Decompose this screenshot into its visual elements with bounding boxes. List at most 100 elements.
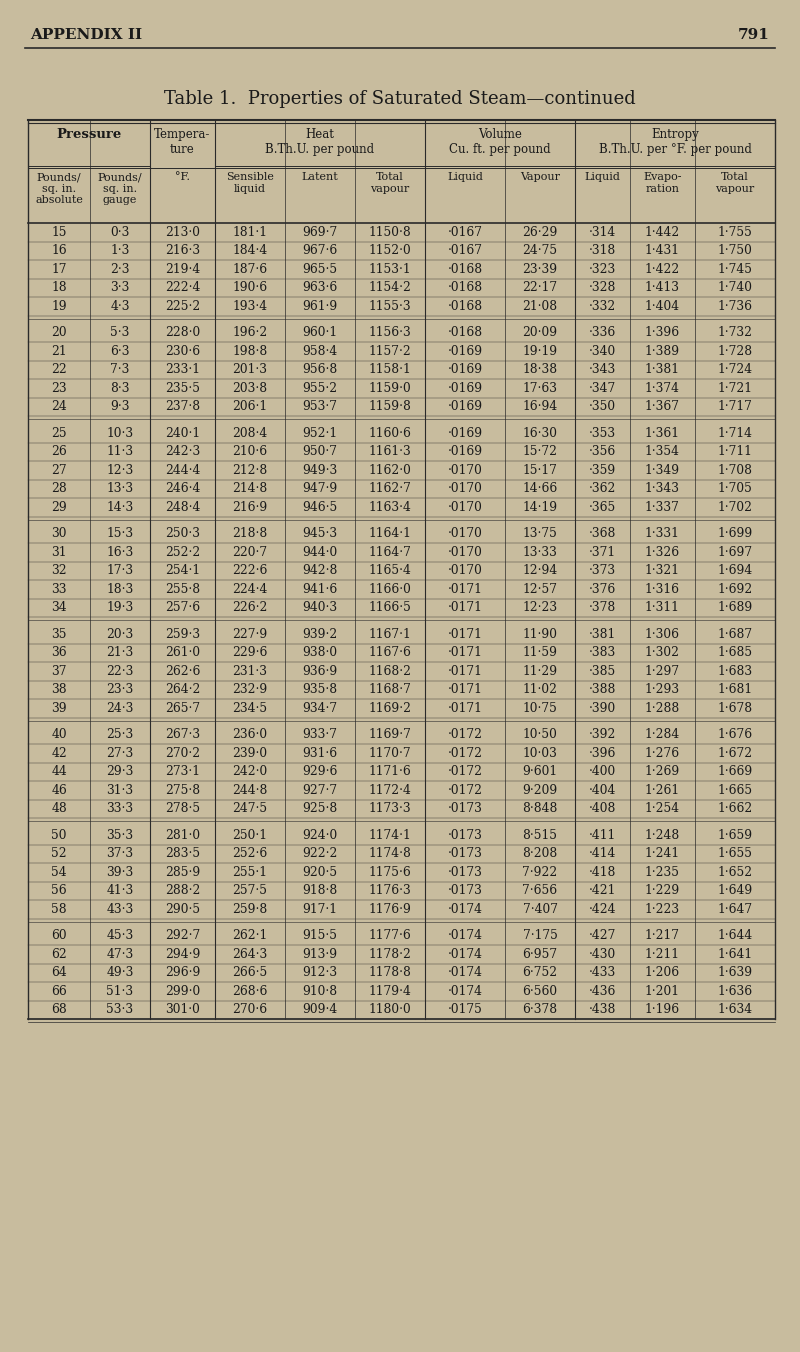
Text: 52: 52 xyxy=(51,848,67,860)
Text: ·411: ·411 xyxy=(589,829,616,842)
Text: 43·3: 43·3 xyxy=(106,903,134,915)
Text: 20·09: 20·09 xyxy=(522,326,558,339)
Text: 1172·4: 1172·4 xyxy=(369,784,411,796)
Text: 946·5: 946·5 xyxy=(302,500,338,514)
Text: ·318: ·318 xyxy=(589,245,616,257)
Text: 13·3: 13·3 xyxy=(106,483,134,495)
Text: Sensible
liquid: Sensible liquid xyxy=(226,172,274,193)
Text: 1·223: 1·223 xyxy=(645,903,680,915)
Text: 10·75: 10·75 xyxy=(522,702,558,715)
Text: 7·175: 7·175 xyxy=(522,929,558,942)
Text: ·0170: ·0170 xyxy=(447,483,482,495)
Text: Volume
Cu. ft. per pound: Volume Cu. ft. per pound xyxy=(449,128,551,155)
Text: 239·0: 239·0 xyxy=(233,746,267,760)
Text: ·0175: ·0175 xyxy=(447,1003,482,1017)
Text: 1162·0: 1162·0 xyxy=(369,464,411,477)
Text: 1162·7: 1162·7 xyxy=(369,483,411,495)
Text: 196·2: 196·2 xyxy=(232,326,268,339)
Text: 234·5: 234·5 xyxy=(233,702,267,715)
Text: 240·1: 240·1 xyxy=(165,427,200,439)
Text: 19·3: 19·3 xyxy=(106,602,134,614)
Text: Liquid: Liquid xyxy=(585,172,621,183)
Text: 252·2: 252·2 xyxy=(165,546,200,558)
Text: 1160·6: 1160·6 xyxy=(369,427,411,439)
Text: 949·3: 949·3 xyxy=(302,464,338,477)
Text: 1·269: 1·269 xyxy=(645,765,680,779)
Text: ·0169: ·0169 xyxy=(447,400,482,414)
Text: 12·57: 12·57 xyxy=(522,583,558,596)
Text: 12·94: 12·94 xyxy=(522,564,558,577)
Text: 1152·0: 1152·0 xyxy=(369,245,411,257)
Text: 14·3: 14·3 xyxy=(106,500,134,514)
Text: 1·354: 1·354 xyxy=(645,445,680,458)
Text: 248·4: 248·4 xyxy=(165,500,200,514)
Text: Pounds/
sq. in.
absolute: Pounds/ sq. in. absolute xyxy=(35,172,83,206)
Text: 21·08: 21·08 xyxy=(522,300,558,312)
Text: 275·8: 275·8 xyxy=(165,784,200,796)
Text: ·414: ·414 xyxy=(589,848,616,860)
Text: 18·3: 18·3 xyxy=(106,583,134,596)
Text: 213·0: 213·0 xyxy=(165,226,200,239)
Text: ·0174: ·0174 xyxy=(447,903,482,915)
Text: 1178·2: 1178·2 xyxy=(369,948,411,961)
Text: ·433: ·433 xyxy=(589,967,616,979)
Text: ·0169: ·0169 xyxy=(447,364,482,376)
Text: 301·0: 301·0 xyxy=(165,1003,200,1017)
Text: ·430: ·430 xyxy=(589,948,616,961)
Text: 1177·6: 1177·6 xyxy=(369,929,411,942)
Text: 9·3: 9·3 xyxy=(110,400,130,414)
Text: 1·276: 1·276 xyxy=(645,746,680,760)
Text: 51·3: 51·3 xyxy=(106,984,134,998)
Text: 285·9: 285·9 xyxy=(165,865,200,879)
Text: 1166·5: 1166·5 xyxy=(369,602,411,614)
Text: 1·672: 1·672 xyxy=(718,746,753,760)
Text: 8·515: 8·515 xyxy=(522,829,558,842)
Text: 208·4: 208·4 xyxy=(232,427,268,439)
Text: 198·8: 198·8 xyxy=(232,345,268,358)
Text: ·0174: ·0174 xyxy=(447,948,482,961)
Text: 27: 27 xyxy=(51,464,67,477)
Text: 1·659: 1·659 xyxy=(718,829,753,842)
Text: ·0171: ·0171 xyxy=(447,665,482,677)
Text: 1·248: 1·248 xyxy=(645,829,680,842)
Text: ·0174: ·0174 xyxy=(447,929,482,942)
Text: 1·229: 1·229 xyxy=(645,884,680,898)
Text: 203·8: 203·8 xyxy=(233,381,267,395)
Text: ·400: ·400 xyxy=(589,765,616,779)
Text: 1174·1: 1174·1 xyxy=(369,829,411,842)
Text: 246·4: 246·4 xyxy=(165,483,200,495)
Text: 232·9: 232·9 xyxy=(232,683,268,696)
Text: 1·694: 1·694 xyxy=(718,564,753,577)
Text: 18·38: 18·38 xyxy=(522,364,558,376)
Text: ·0167: ·0167 xyxy=(447,245,482,257)
Text: 1·665: 1·665 xyxy=(718,784,753,796)
Text: 42: 42 xyxy=(51,746,67,760)
Text: 35: 35 xyxy=(51,627,66,641)
Text: 6·957: 6·957 xyxy=(522,948,558,961)
Text: 40: 40 xyxy=(51,729,67,741)
Text: 1·681: 1·681 xyxy=(718,683,753,696)
Text: 1·381: 1·381 xyxy=(645,364,680,376)
Text: 1169·7: 1169·7 xyxy=(369,729,411,741)
Text: ·392: ·392 xyxy=(589,729,616,741)
Text: Heat
B.Th.U. per pound: Heat B.Th.U. per pound xyxy=(266,128,374,155)
Text: 1·649: 1·649 xyxy=(718,884,753,898)
Text: ·0171: ·0171 xyxy=(447,646,482,660)
Text: 237·8: 237·8 xyxy=(165,400,200,414)
Text: ·314: ·314 xyxy=(589,226,616,239)
Text: 290·5: 290·5 xyxy=(165,903,200,915)
Text: 38: 38 xyxy=(51,683,67,696)
Text: 56: 56 xyxy=(51,884,67,898)
Text: 1·3: 1·3 xyxy=(110,245,130,257)
Text: 1168·2: 1168·2 xyxy=(369,665,411,677)
Text: 935·8: 935·8 xyxy=(302,683,338,696)
Text: 958·4: 958·4 xyxy=(302,345,338,358)
Text: 1170·7: 1170·7 xyxy=(369,746,411,760)
Text: ·340: ·340 xyxy=(589,345,616,358)
Text: 242·3: 242·3 xyxy=(165,445,200,458)
Text: 222·4: 222·4 xyxy=(165,281,200,295)
Text: 273·1: 273·1 xyxy=(165,765,200,779)
Text: 17·63: 17·63 xyxy=(522,381,558,395)
Text: 1165·4: 1165·4 xyxy=(369,564,411,577)
Text: 20: 20 xyxy=(51,326,67,339)
